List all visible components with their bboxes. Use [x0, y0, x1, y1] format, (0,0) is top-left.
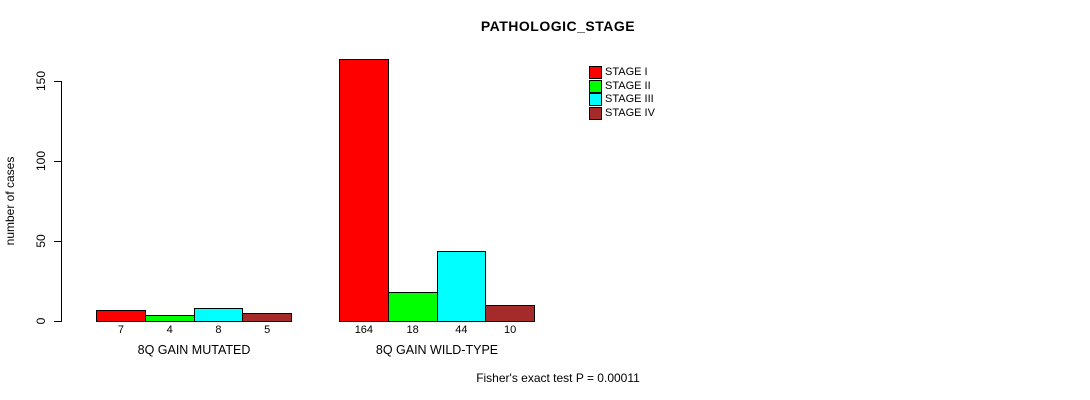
bar-value-label: 8 — [215, 324, 222, 336]
y-axis-line — [61, 81, 62, 322]
y-axis-tick-label: 100 — [34, 150, 48, 172]
statistical-test-annotation: Fisher's exact test P = 0.00011 — [476, 371, 640, 385]
legend-label: STAGE II — [605, 79, 651, 92]
bar-stage-i-8q-gain-wild-type — [339, 58, 389, 322]
legend: STAGE I STAGE II STAGE III STAGE IV — [589, 66, 655, 120]
bar-value-label: 18 — [406, 324, 419, 336]
legend-swatch-stage-iii — [589, 93, 602, 107]
bar-stage-iii-8q-gain-wild-type — [436, 250, 487, 322]
y-axis-tick — [54, 81, 61, 82]
y-axis-tick — [54, 241, 61, 242]
bar-stage-iv-8q-gain-wild-type — [485, 305, 535, 322]
legend-item-stage-iii: STAGE III — [589, 93, 655, 107]
y-axis-label: number of cases — [3, 156, 17, 246]
legend-item-stage-i: STAGE I — [589, 66, 655, 80]
legend-swatch-stage-i — [589, 66, 602, 80]
bar-stage-i-8q-gain-mutated — [96, 309, 146, 322]
legend-label: STAGE I — [605, 66, 648, 79]
bar-stage-ii-8q-gain-mutated — [144, 314, 195, 322]
x-group-label-8q-gain-wild-type: 8Q GAIN WILD-TYPE — [375, 343, 499, 357]
chart-title: PATHOLOGIC_STAGE — [480, 18, 636, 34]
legend-swatch-stage-iv — [589, 106, 602, 120]
legend-item-stage-iv: STAGE IV — [589, 106, 655, 121]
bar-value-label: 7 — [117, 324, 124, 336]
y-axis-tick — [54, 321, 61, 322]
legend-item-stage-ii: STAGE II — [589, 79, 655, 94]
legend-label: STAGE IV — [605, 106, 655, 119]
y-axis-tick-label: 0 — [34, 317, 48, 325]
bar-stage-iii-8q-gain-mutated — [193, 308, 244, 322]
bar-stage-iv-8q-gain-mutated — [242, 313, 292, 322]
bar-value-label: 4 — [166, 324, 173, 336]
bar-value-label: 5 — [264, 324, 271, 336]
legend-swatch-stage-ii — [589, 79, 602, 93]
x-group-label-8q-gain-mutated: 8Q GAIN MUTATED — [137, 343, 251, 357]
legend-label: STAGE III — [605, 93, 654, 106]
bar-value-label: 10 — [504, 324, 517, 336]
bar-value-label: 164 — [354, 324, 374, 336]
bar-stage-ii-8q-gain-wild-type — [387, 292, 438, 322]
y-axis-tick — [54, 161, 61, 162]
y-axis-tick-label: 150 — [34, 70, 48, 92]
bar-value-label: 44 — [455, 324, 468, 336]
y-axis-tick-label: 50 — [34, 234, 48, 248]
